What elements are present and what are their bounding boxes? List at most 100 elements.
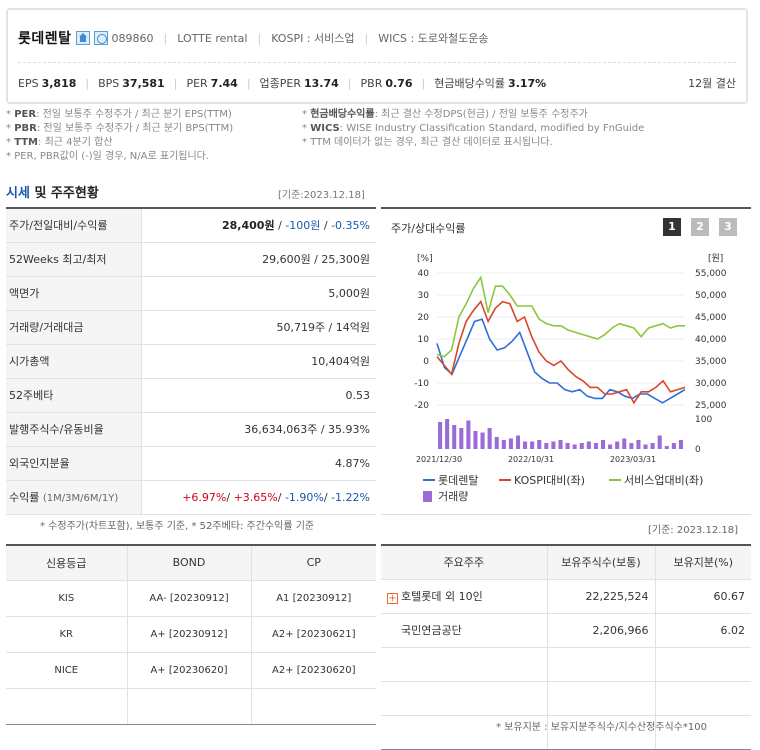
- left-tick-label: 0: [423, 357, 429, 367]
- metric-per-value: 7.44: [210, 76, 238, 90]
- volume-bar: [678, 440, 683, 449]
- volume-bar: [466, 420, 471, 449]
- dashed-divider: [18, 62, 736, 63]
- metric-dividend-label: 현금배당수익률: [434, 77, 506, 90]
- legend-label: 롯데렌탈: [438, 474, 478, 487]
- header-cp: CP: [251, 545, 376, 581]
- metric-sector-per-value: 13.74: [304, 76, 339, 90]
- metric-eps-label: EPS: [18, 76, 39, 90]
- chart-page-2-button[interactable]: 2: [691, 218, 709, 236]
- market-table: 주가/전일대비/수익률 28,400원 / -100원 / -0.35% 52W…: [6, 207, 376, 515]
- table-row: [381, 681, 751, 716]
- metric-bps-value: 37,581: [122, 76, 165, 90]
- foreign-value: 4.87%: [141, 446, 376, 481]
- volume-bar: [480, 432, 485, 449]
- wics-sector: WICS : 도로와철도운송: [378, 32, 489, 45]
- company-title-row: 롯데렌탈 089860 | LOTTE rental | KOSPI : 서비스…: [18, 26, 489, 50]
- volume-tick-label: 0: [695, 445, 701, 455]
- volume-bar: [558, 440, 563, 449]
- header-holder: 주요주주: [381, 545, 548, 580]
- volume-bar: [452, 425, 457, 449]
- volume-bar: [650, 443, 655, 449]
- left-tick-label: 30: [418, 291, 430, 301]
- volume-bar: [600, 440, 606, 449]
- note-per: * PER: 전일 보통주 수정주가 / 최근 분기 EPS(TTM): [6, 109, 232, 120]
- table-row: 액면가 5,000원: [6, 276, 376, 311]
- english-name: LOTTE rental: [177, 31, 248, 45]
- legend-label: 서비스업대비(좌): [624, 474, 703, 487]
- notes-right: * 현금배당수익률: 최근 결산 수정DPS(현금) / 전일 보통주 수정주가…: [302, 108, 644, 150]
- right-tick-label: 45,000: [695, 313, 727, 323]
- right-tick-label: 55,000: [695, 269, 727, 279]
- metric-sector-per-label: 업종PER: [259, 77, 301, 90]
- legend-label: 거래량: [438, 490, 468, 503]
- volume-bar: [565, 443, 570, 449]
- volume-bar: [515, 435, 521, 449]
- table-row: + 호텔롯데 외 10인 22,225,524 60.67: [381, 579, 751, 614]
- row-label: 52Weeks 최고/최저: [6, 242, 142, 277]
- holder-pct: 6.02: [655, 613, 751, 648]
- volume-bar: [551, 441, 556, 449]
- holders-footnote: * 보유지분 : 보유지분주식수/지수산정주식수*100: [496, 722, 707, 733]
- market-cap-value: 10,404억원: [141, 344, 376, 379]
- table-row: 국민연금공단 2,206,966 6.02: [381, 613, 751, 648]
- table-row: 외국인지분율 4.87%: [6, 446, 376, 481]
- row-label: 외국인지분율: [6, 446, 142, 481]
- volume-bar: [579, 443, 584, 449]
- metrics-row: EPS 3,818 | BPS 37,581 | PER 7.44 | 업종PER 13…: [18, 76, 736, 91]
- volume-bar: [494, 437, 499, 449]
- credit-table: 신용등급 BOND CP KIS AA- [20230912] A1 [2023…: [6, 544, 376, 725]
- chart-page-3-button[interactable]: 3: [719, 218, 737, 236]
- series-line-2: [436, 275, 685, 358]
- volume-bar: [438, 422, 443, 449]
- volume-bar: [487, 428, 492, 449]
- volume-bar: [615, 441, 620, 449]
- left-axis-unit: [%]: [417, 254, 433, 264]
- divider: |: [364, 31, 369, 45]
- volume-bar: [622, 438, 627, 449]
- settlement-month: 12월 결산: [688, 77, 736, 90]
- holders-table: 주요주주 보유주식수(보통) 보유지분(%) + 호텔롯데 외 10인 22,22…: [381, 544, 751, 750]
- holder-name: + 호텔롯데 외 10인: [381, 579, 548, 614]
- right-tick-label: 25,000: [695, 401, 727, 411]
- metric-per-label: PER: [186, 76, 208, 90]
- volume-tick-label: 100: [695, 415, 712, 425]
- volume-bar: [501, 440, 506, 449]
- row-label: 주가/전일대비/수익률: [6, 208, 142, 243]
- divider: |: [257, 31, 262, 45]
- expand-icon[interactable]: +: [387, 593, 398, 604]
- right-tick-label: 50,000: [695, 291, 727, 301]
- range-value: 29,600원 / 25,300원: [141, 242, 376, 277]
- chart-page-1-button[interactable]: 1: [663, 218, 681, 236]
- volume-value: 50,719주 / 14억원: [141, 310, 376, 345]
- metric-bps-label: BPS: [98, 76, 120, 90]
- holder-shares: 22,225,524: [547, 579, 656, 614]
- agency-name: KIS: [6, 580, 128, 617]
- holder-name: 국민연금공단: [381, 613, 548, 648]
- left-tick-label: -10: [414, 379, 429, 389]
- table-row: KIS AA- [20230912] A1 [20230912]: [6, 580, 376, 617]
- market-footnote: * 수정주가(차트포함), 보통주 기준, * 52주베타: 주간수익률 기준: [40, 521, 315, 532]
- right-axis-unit: [원]: [708, 253, 723, 264]
- table-row: 시가총액 10,404억원: [6, 344, 376, 379]
- home-icon[interactable]: [75, 31, 90, 45]
- table-row: 주가/전일대비/수익률 28,400원 / -100원 / -0.35%: [6, 208, 376, 243]
- beta-value: 0.53: [141, 378, 376, 413]
- holder-pct: 60.67: [655, 579, 751, 614]
- agency-name: KR: [6, 616, 128, 653]
- chart-title: 주가/상대수익률: [391, 222, 466, 235]
- volume-bar: [664, 446, 669, 449]
- volume-bar: [629, 443, 634, 449]
- holder-shares: 2,206,966: [547, 613, 656, 648]
- note-ttm-missing: * TTM 데이터가 없는 경우, 최근 결산 데이터로 표시됩니다.: [302, 137, 553, 148]
- header-credit: 신용등급: [6, 545, 128, 581]
- cp-rating: A2+ [20230621]: [251, 616, 376, 653]
- volume-bar: [586, 441, 591, 449]
- bond-rating: A+ [20230620]: [127, 652, 252, 689]
- table-row: [381, 647, 751, 682]
- price-chart: [%] [원] 40 55,000 30 50,000 20 45,000 10 40,000 0 3…: [414, 253, 727, 503]
- volume-bar: [508, 438, 513, 449]
- volume-bar: [530, 441, 535, 449]
- table-row: [6, 688, 376, 725]
- globe-icon[interactable]: [93, 31, 108, 45]
